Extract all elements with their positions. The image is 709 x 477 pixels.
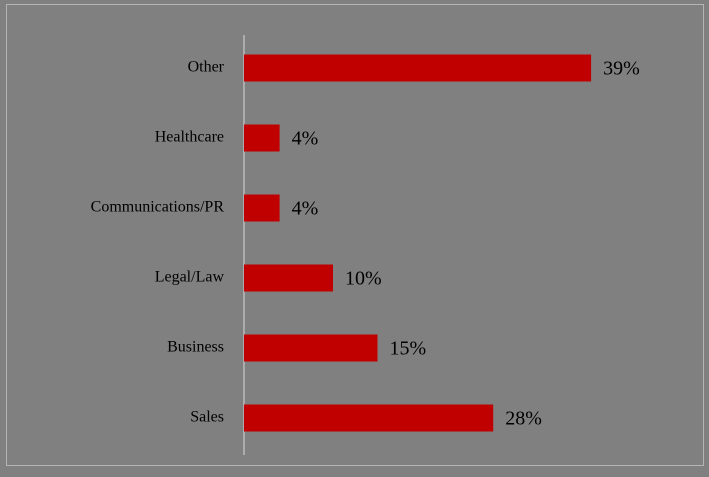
category-label: Other xyxy=(188,59,225,76)
bar xyxy=(244,334,378,362)
bar xyxy=(244,124,280,152)
data-label: 10% xyxy=(345,268,382,290)
category-label: Legal/Law xyxy=(155,269,225,286)
category-label: Business xyxy=(167,339,224,356)
data-label: 28% xyxy=(505,408,542,430)
chart-frame xyxy=(6,4,704,466)
data-label: 4% xyxy=(292,198,319,220)
category-label: Healthcare xyxy=(155,129,224,146)
category-label: Sales xyxy=(190,409,224,426)
bar xyxy=(244,194,280,222)
bar xyxy=(244,404,494,432)
data-label: 15% xyxy=(390,338,427,360)
data-label: 39% xyxy=(603,58,640,80)
bar xyxy=(244,54,592,82)
category-label: Communications/PR xyxy=(91,199,225,216)
bar xyxy=(244,264,333,292)
data-label: 4% xyxy=(292,128,319,150)
